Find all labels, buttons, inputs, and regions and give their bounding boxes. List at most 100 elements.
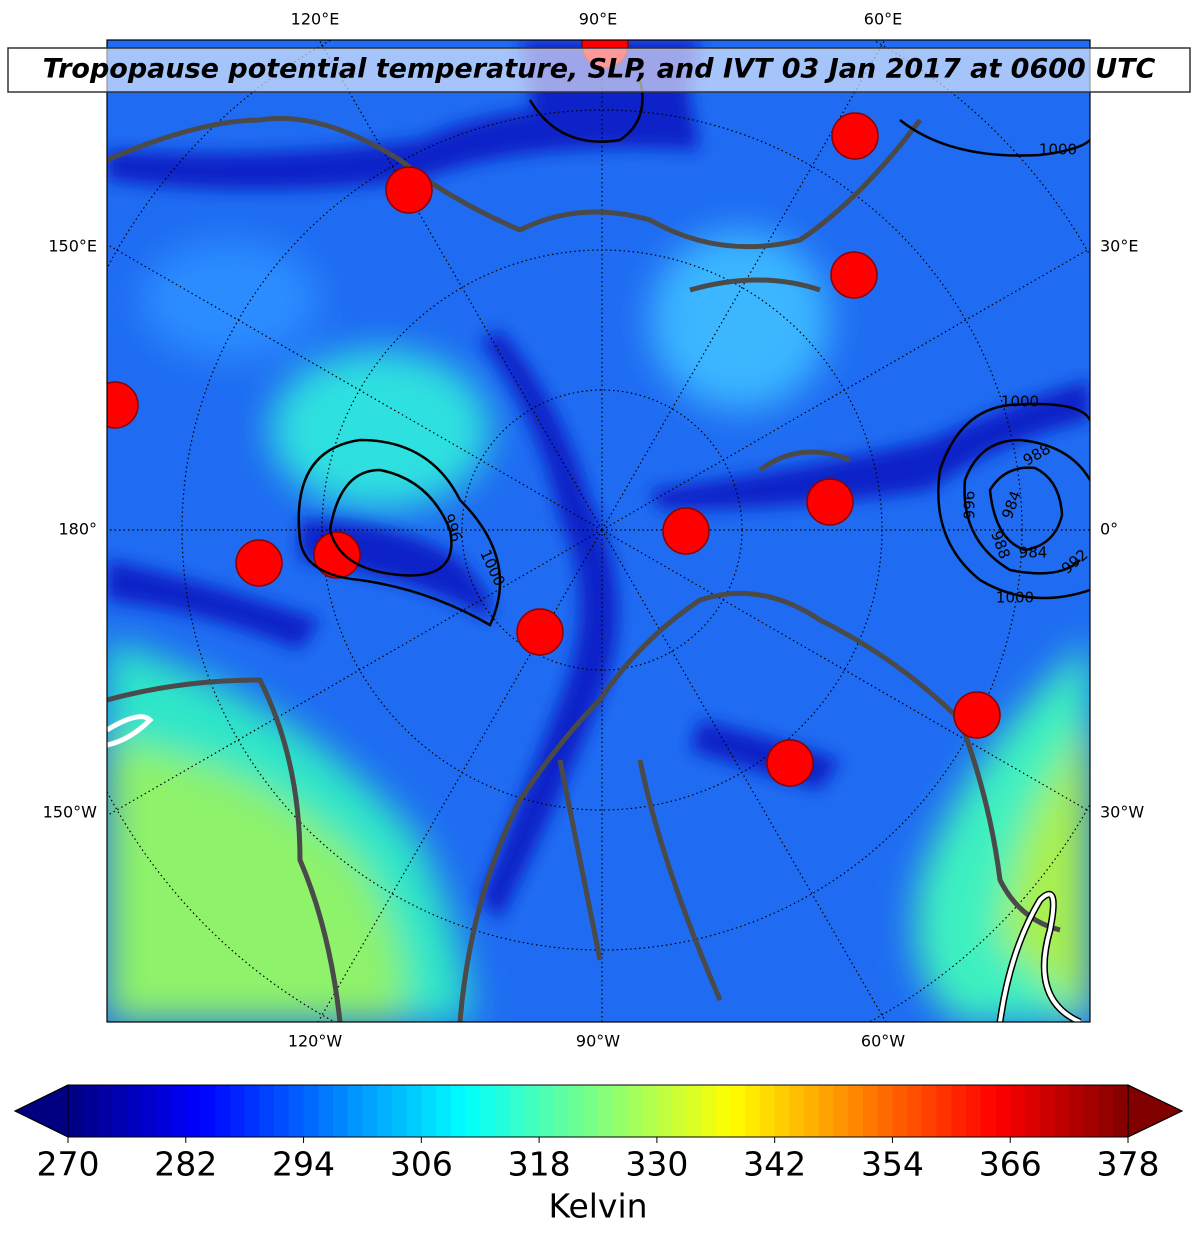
colorbar-segment [598, 1085, 614, 1137]
colorbar-segment [907, 1085, 923, 1137]
colorbar-segment [333, 1085, 349, 1137]
lon-label: 90°W [576, 1032, 620, 1051]
colorbar-segment [303, 1085, 319, 1137]
colorbar-segment [318, 1085, 334, 1137]
colorbar-tick-label: 306 [390, 1145, 453, 1184]
lon-label: 150°E [48, 237, 97, 256]
colorbar-segment [391, 1085, 408, 1137]
colorbar-segment [804, 1085, 820, 1137]
slp-contours [297, 79, 1090, 627]
colorbar-segment [539, 1085, 555, 1137]
colorbar-segment [583, 1085, 599, 1137]
colorbar-tick-label: 330 [625, 1145, 688, 1184]
colorbar-segment [126, 1085, 143, 1137]
colorbar-segment [701, 1085, 717, 1137]
lon-label: 30°E [1100, 237, 1138, 256]
colorbar-segment [936, 1085, 952, 1137]
colorbar-tick-label: 342 [743, 1145, 806, 1184]
title: Tropopause potential temperature, SLP, a… [43, 54, 1156, 85]
colorbar-segment [406, 1085, 422, 1137]
colorbar-tick-label: 378 [1097, 1145, 1160, 1184]
title-box [7, 47, 1191, 93]
colorbar-segment [966, 1085, 982, 1137]
colorbar-segment [215, 1085, 231, 1137]
colorbar-segment [1113, 1085, 1129, 1137]
colorbar-tick-label: 294 [272, 1145, 335, 1184]
colorbar-segment [980, 1085, 997, 1137]
colorbar-segment [612, 1085, 629, 1137]
lon-label: 30°W [1100, 803, 1144, 822]
lon-label: 120°W [288, 1032, 343, 1051]
colorbar-segment [1024, 1085, 1041, 1137]
colorbar-segment [141, 1085, 157, 1137]
colorbar-tick-label: 318 [508, 1145, 571, 1184]
colorbar-segment [877, 1085, 894, 1137]
colorbar-segment [759, 1085, 776, 1137]
contour-label: 1000 [1001, 393, 1039, 411]
colorbar-label: Kelvin [548, 1187, 647, 1226]
coastlines [107, 115, 1061, 1022]
lon-label: 120°E [291, 10, 340, 29]
colorbar-segment [1098, 1085, 1114, 1137]
contour-label: 1000 [1039, 141, 1077, 159]
colorbar-segment [1010, 1085, 1026, 1137]
colorbar-tick-label: 366 [979, 1145, 1042, 1184]
colorbar-segment [112, 1085, 128, 1137]
colorbar-segment [171, 1085, 187, 1137]
colorbar-segment [745, 1085, 761, 1137]
colorbar-segment [68, 1085, 84, 1137]
colorbar-segment [362, 1085, 378, 1137]
colorbar-segment [730, 1085, 746, 1137]
colorbar-segment [436, 1085, 452, 1137]
colorbar-segment [863, 1085, 879, 1137]
colorbar-segment [200, 1085, 216, 1137]
colorbar-segment [274, 1085, 290, 1137]
colorbar-segment [892, 1085, 908, 1137]
map-frame [106, 39, 1091, 1023]
colorbar-segment [450, 1085, 467, 1137]
colorbar-extend-high [1127, 1084, 1184, 1138]
colorbar-segment [686, 1085, 702, 1137]
colorbar-segment [656, 1085, 673, 1137]
colorbar-segment [347, 1085, 364, 1137]
colorbar-segment [1069, 1085, 1085, 1137]
colorbar-segment [1039, 1085, 1055, 1137]
colorbar-segment [671, 1085, 687, 1137]
lon-label: 60°E [864, 10, 902, 29]
lon-label: 150°W [43, 803, 98, 822]
colorbar-segment [480, 1085, 496, 1137]
colorbar-segment [774, 1085, 790, 1137]
colorbar-extend-low [13, 1084, 69, 1138]
colorbar-segment [229, 1085, 246, 1137]
colorbar-segment [524, 1085, 540, 1137]
colorbar-segment [1054, 1085, 1070, 1137]
colorbar-segment [156, 1085, 172, 1137]
colorbar-segment [921, 1085, 938, 1137]
contour-label: 1000 [996, 589, 1034, 607]
colorbar-segment [553, 1085, 570, 1137]
lon-label: 180° [58, 520, 97, 539]
colorbar-tick-label: 270 [37, 1145, 100, 1184]
colorbar-segment [833, 1085, 849, 1137]
colorbar-segment [1083, 1085, 1100, 1137]
colorbar-segment [377, 1085, 393, 1137]
colorbar-segment [494, 1085, 511, 1137]
lon-label: 60°W [861, 1032, 905, 1051]
colorbar-segment [421, 1085, 437, 1137]
colorbar-segment [848, 1085, 864, 1137]
contour-label: 996 [961, 491, 979, 520]
colorbar-segment [185, 1085, 202, 1137]
colorbar-segment [288, 1085, 305, 1137]
colorbar-segment [642, 1085, 658, 1137]
colorbar-segment [995, 1085, 1011, 1137]
colorbar-segment [82, 1085, 99, 1137]
colorbar-tick-label: 354 [861, 1145, 924, 1184]
colorbar-segment [97, 1085, 113, 1137]
colorbar-segment [465, 1085, 481, 1137]
colorbar-segment [259, 1085, 275, 1137]
lon-label: 90°E [579, 10, 617, 29]
colorbar-segment [715, 1085, 732, 1137]
colorbar-segment [509, 1085, 525, 1137]
colorbar-segment [627, 1085, 643, 1137]
